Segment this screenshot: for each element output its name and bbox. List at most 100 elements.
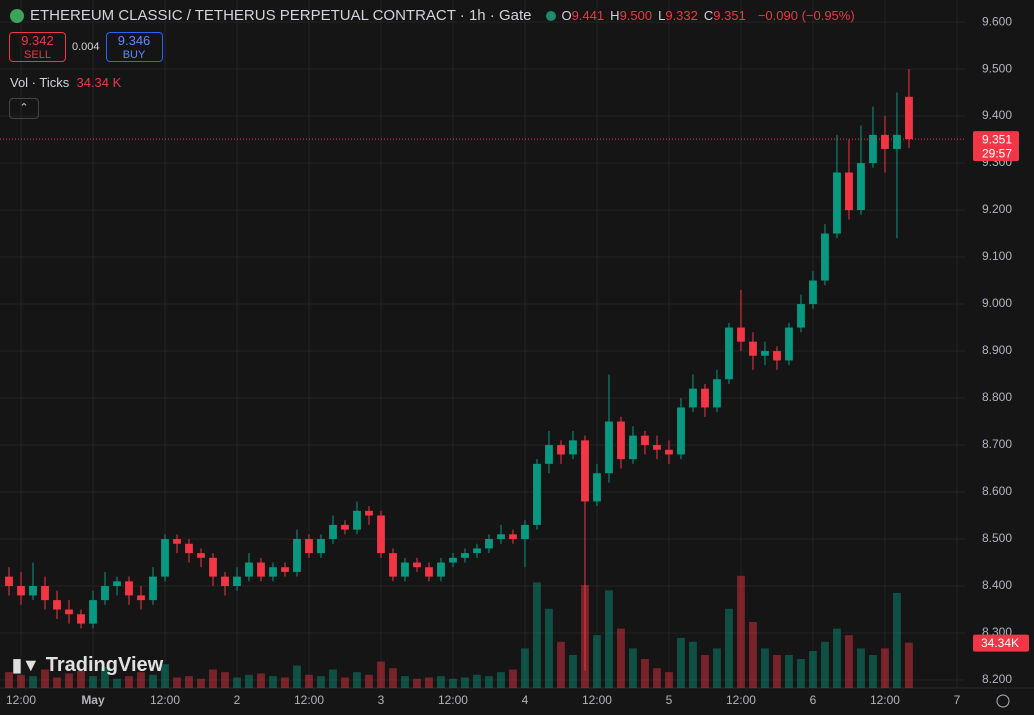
trade-panel: 9.342 SELL 0.004 9.346 BUY — [9, 32, 163, 62]
x-tick-label: 12:00 — [726, 693, 756, 707]
volume-bar — [533, 582, 541, 688]
volume-bar — [605, 590, 613, 688]
candle-body — [641, 435, 649, 446]
ohlc-value: 9.351 — [713, 8, 746, 23]
volume-bar — [113, 678, 121, 688]
candle-body — [449, 557, 457, 563]
volume-bar — [833, 628, 841, 688]
volume-bar — [305, 674, 313, 688]
candle-body — [713, 379, 721, 408]
candle-body — [533, 463, 541, 525]
volume-bar — [17, 674, 25, 688]
volume-bar — [617, 628, 625, 688]
volume-legend: Vol · Ticks 34.34 K — [10, 75, 121, 90]
volume-bar — [689, 641, 697, 688]
volume-bar — [485, 676, 493, 688]
y-tick-label: 9.100 — [982, 249, 1012, 263]
countdown: 29:57 — [982, 146, 1012, 160]
candle-body — [221, 576, 229, 587]
volume-bar — [197, 678, 205, 688]
ohlc-key: H — [610, 8, 620, 23]
ohlc-key: L — [658, 8, 666, 23]
candle-body — [725, 327, 733, 380]
candle-body — [845, 172, 853, 211]
candle-body — [197, 553, 205, 558]
candle-body — [281, 567, 289, 572]
buy-button[interactable]: 9.346 BUY — [105, 32, 163, 62]
volume-bar — [809, 651, 817, 688]
volume-bar — [665, 672, 673, 688]
x-tick-label: 12:00 — [582, 693, 612, 707]
candle-body — [389, 553, 397, 577]
volume-bar — [569, 655, 577, 688]
candle-body — [653, 445, 661, 450]
volume-bar — [773, 655, 781, 688]
candle-body — [437, 562, 445, 577]
candle-body — [317, 539, 325, 554]
volume-bar — [521, 648, 529, 688]
x-tick-label: 12:00 — [6, 693, 36, 707]
buy-price: 9.346 — [117, 33, 151, 48]
candle-body — [413, 562, 421, 568]
volume-bar — [437, 676, 445, 688]
candle-body — [257, 562, 265, 577]
sell-button[interactable]: 9.342 SELL — [9, 32, 66, 62]
volume-bar — [233, 677, 241, 688]
volume-bar — [845, 635, 853, 688]
candle-body — [377, 515, 385, 554]
candle-body — [785, 327, 793, 361]
volume-bar — [377, 661, 385, 688]
volume-bar — [41, 669, 49, 688]
symbol-title[interactable]: ETHEREUM CLASSIC / TETHERUS PERPETUAL CO… — [30, 7, 532, 24]
y-tick-label: 8.400 — [982, 578, 1012, 592]
last-volume-label: 34.34K — [981, 636, 1019, 650]
y-tick-label: 8.200 — [982, 672, 1012, 686]
volume-bar — [257, 673, 265, 688]
y-tick-label: 8.600 — [982, 484, 1012, 498]
last-price-box — [973, 131, 1019, 162]
volume-bar — [449, 678, 457, 688]
candle-body — [629, 435, 637, 460]
x-tick-label: 2 — [234, 693, 241, 707]
candle-body — [509, 534, 517, 540]
candle-body — [821, 233, 829, 281]
volume-bar — [401, 676, 409, 688]
x-tick-label: 5 — [666, 693, 673, 707]
buy-label: BUY — [122, 49, 146, 61]
volume-bar — [557, 641, 565, 688]
candle-body — [41, 586, 49, 601]
ohlc-value: 9.441 — [571, 8, 605, 23]
sell-label: SELL — [24, 49, 51, 61]
candle-body — [557, 445, 565, 455]
candle-body — [53, 600, 61, 610]
y-tick-label: 9.500 — [982, 61, 1012, 75]
volume-bar — [641, 658, 649, 688]
logo-text: TradingView — [45, 654, 164, 676]
volume-bar — [821, 641, 829, 688]
candle-body — [617, 421, 625, 460]
candle-body — [521, 524, 529, 540]
settings-icon[interactable] — [996, 694, 1010, 708]
candle-body — [677, 407, 685, 455]
volume-bar — [629, 648, 637, 688]
volume-bar — [53, 677, 61, 688]
candle-body — [209, 557, 217, 577]
y-tick-label: 9.600 — [982, 14, 1012, 28]
candle-body — [893, 134, 901, 149]
ohlc-legend: O9.441 H9.500 L9.332 C9.351 — [562, 8, 752, 23]
volume-bar — [413, 678, 421, 688]
candle-body — [689, 388, 697, 408]
volume-bar — [545, 608, 553, 688]
volume-bar — [737, 575, 745, 688]
volume-bar — [905, 642, 913, 688]
last-price-label: 9.351 — [982, 132, 1012, 146]
candle-body — [353, 510, 361, 530]
volume-bar — [185, 676, 193, 688]
volume-bar — [869, 655, 877, 688]
volume-bar — [509, 669, 517, 688]
market-status — [545, 10, 556, 21]
price-axis — [965, 0, 1034, 715]
collapse-button[interactable]: ⌃ — [9, 98, 39, 119]
volume-bar — [29, 676, 37, 688]
